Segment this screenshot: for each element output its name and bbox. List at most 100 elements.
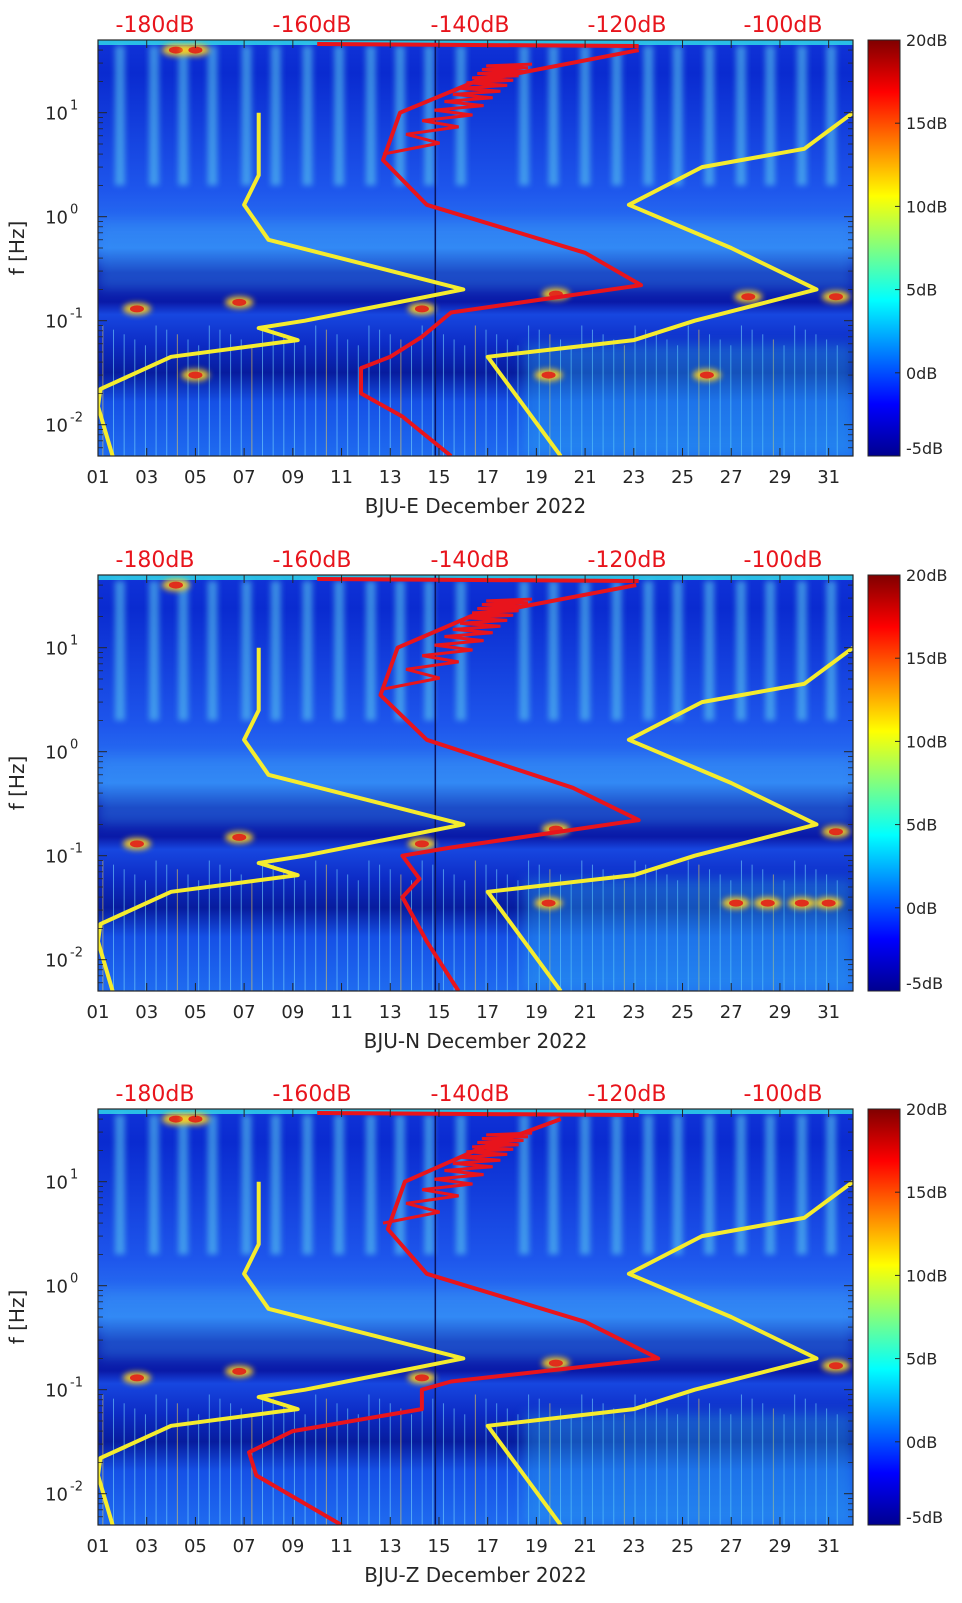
x-axis-label: BJU-Z December 2022 — [364, 1563, 587, 1587]
x-tick-label-12: 25 — [671, 1536, 694, 1557]
x-tick-label-4: 09 — [281, 467, 304, 488]
hot-spot-0 — [169, 1116, 183, 1123]
y-tick-label-3: 10 — [45, 416, 68, 437]
noise-column-15 — [612, 1115, 622, 1254]
curve-station-median-top — [317, 1113, 638, 1115]
x-tick-label-12: 25 — [671, 467, 694, 488]
long-period-region — [524, 879, 853, 991]
x-tick-label-13: 27 — [720, 1536, 743, 1557]
noise-column-1 — [149, 46, 159, 185]
colorbar-label-4: 0dB — [906, 1433, 937, 1452]
y-tick-label-1: 10 — [45, 743, 68, 764]
noise-column-22 — [826, 1115, 836, 1254]
db-axis-label-4: -100dB — [744, 548, 823, 573]
x-tick-label-3: 07 — [233, 467, 256, 488]
noise-column-3 — [207, 581, 217, 720]
x-tick-label-7: 15 — [428, 1536, 451, 1557]
x-tick-label-1: 03 — [135, 1002, 158, 1023]
x-tick-label-6: 13 — [379, 467, 402, 488]
noise-column-7 — [334, 1115, 344, 1254]
noise-column-10 — [424, 1115, 434, 1254]
colorbar — [868, 1109, 900, 1525]
hot-spot-7 — [729, 900, 743, 907]
colorbar-label-5: -5dB — [906, 1508, 943, 1527]
x-tick-label-14: 29 — [768, 467, 791, 488]
colorbar-label-0: 20dB — [906, 1100, 948, 1119]
colorbar-label-1: 15dB — [906, 649, 948, 668]
db-axis-label-4: -100dB — [744, 13, 823, 38]
x-tick-label-0: 01 — [87, 467, 110, 488]
x-tick-label-8: 17 — [476, 1536, 499, 1557]
db-axis-label-3: -120dB — [588, 548, 667, 573]
db-axis-label-0: -180dB — [116, 548, 195, 573]
colorbar-label-0: 20dB — [906, 566, 948, 585]
x-tick-label-15: 31 — [817, 467, 840, 488]
x-tick-label-5: 11 — [330, 1536, 353, 1557]
y-axis-label: f [Hz] — [5, 221, 29, 276]
x-tick-label-10: 21 — [574, 1536, 597, 1557]
noise-column-5 — [271, 581, 281, 720]
x-tick-label-9: 19 — [525, 467, 548, 488]
colorbar-label-4: 0dB — [906, 364, 937, 383]
y-tick-label-0: 10 — [45, 104, 68, 125]
colorbar — [868, 575, 900, 991]
y-tick-label-1: 10 — [45, 1277, 68, 1298]
x-axis-label: BJU-E December 2022 — [365, 494, 586, 518]
x-tick-label-6: 13 — [379, 1536, 402, 1557]
x-tick-label-11: 23 — [622, 1536, 645, 1557]
noise-column-6 — [302, 1115, 312, 1254]
colorbar-label-3: 5dB — [906, 816, 937, 835]
db-axis-label-3: -120dB — [588, 13, 667, 38]
noise-column-7 — [334, 46, 344, 185]
noise-column-19 — [736, 46, 746, 185]
noise-column-20 — [765, 1115, 775, 1254]
y-tick-label-3: 10 — [45, 1485, 68, 1506]
noise-column-6 — [302, 46, 312, 185]
hot-spot-10 — [700, 372, 714, 379]
noise-column-6 — [302, 581, 312, 720]
microseism-band — [98, 221, 853, 289]
x-tick-label-5: 11 — [330, 1002, 353, 1023]
y-tick-exponent-1: 0 — [70, 203, 78, 218]
hot-spot-5 — [829, 828, 843, 835]
db-axis-label-2: -140dB — [431, 13, 510, 38]
x-tick-label-8: 17 — [476, 467, 499, 488]
noise-column-5 — [271, 46, 281, 185]
hot-spot-2 — [130, 1374, 144, 1381]
y-tick-label-0: 10 — [45, 1173, 68, 1194]
hot-spot-8 — [188, 372, 202, 379]
hot-spot-9 — [795, 900, 809, 907]
hot-spot-2 — [130, 305, 144, 312]
y-tick-label-2: 10 — [45, 847, 68, 868]
x-tick-label-15: 31 — [817, 1002, 840, 1023]
x-tick-label-14: 29 — [768, 1536, 791, 1557]
hot-spot-5 — [549, 1360, 563, 1367]
noise-column-10 — [424, 581, 434, 720]
noise-column-17 — [673, 1115, 683, 1254]
noise-column-13 — [548, 1115, 558, 1254]
x-tick-label-8: 17 — [476, 1002, 499, 1023]
db-axis-label-0: -180dB — [116, 13, 195, 38]
hot-spot-3 — [232, 1368, 246, 1375]
hot-spot-3 — [415, 840, 429, 847]
noise-column-14 — [580, 46, 590, 185]
curve-station-median-top — [317, 579, 638, 581]
noise-column-5 — [271, 1115, 281, 1254]
noise-column-0 — [115, 581, 125, 720]
noise-column-16 — [643, 1115, 653, 1254]
hot-spot-0 — [169, 582, 183, 589]
noise-column-2 — [178, 581, 188, 720]
noise-column-14 — [580, 1115, 590, 1254]
noise-column-22 — [826, 581, 836, 720]
x-tick-label-10: 21 — [574, 467, 597, 488]
hot-spot-6 — [829, 1362, 843, 1369]
noise-column-22 — [826, 46, 836, 185]
noise-column-8 — [366, 1115, 376, 1254]
noise-column-21 — [797, 46, 807, 185]
db-axis-label-0: -180dB — [116, 1082, 195, 1107]
microseism-band — [98, 1290, 853, 1358]
noise-column-19 — [736, 1115, 746, 1254]
